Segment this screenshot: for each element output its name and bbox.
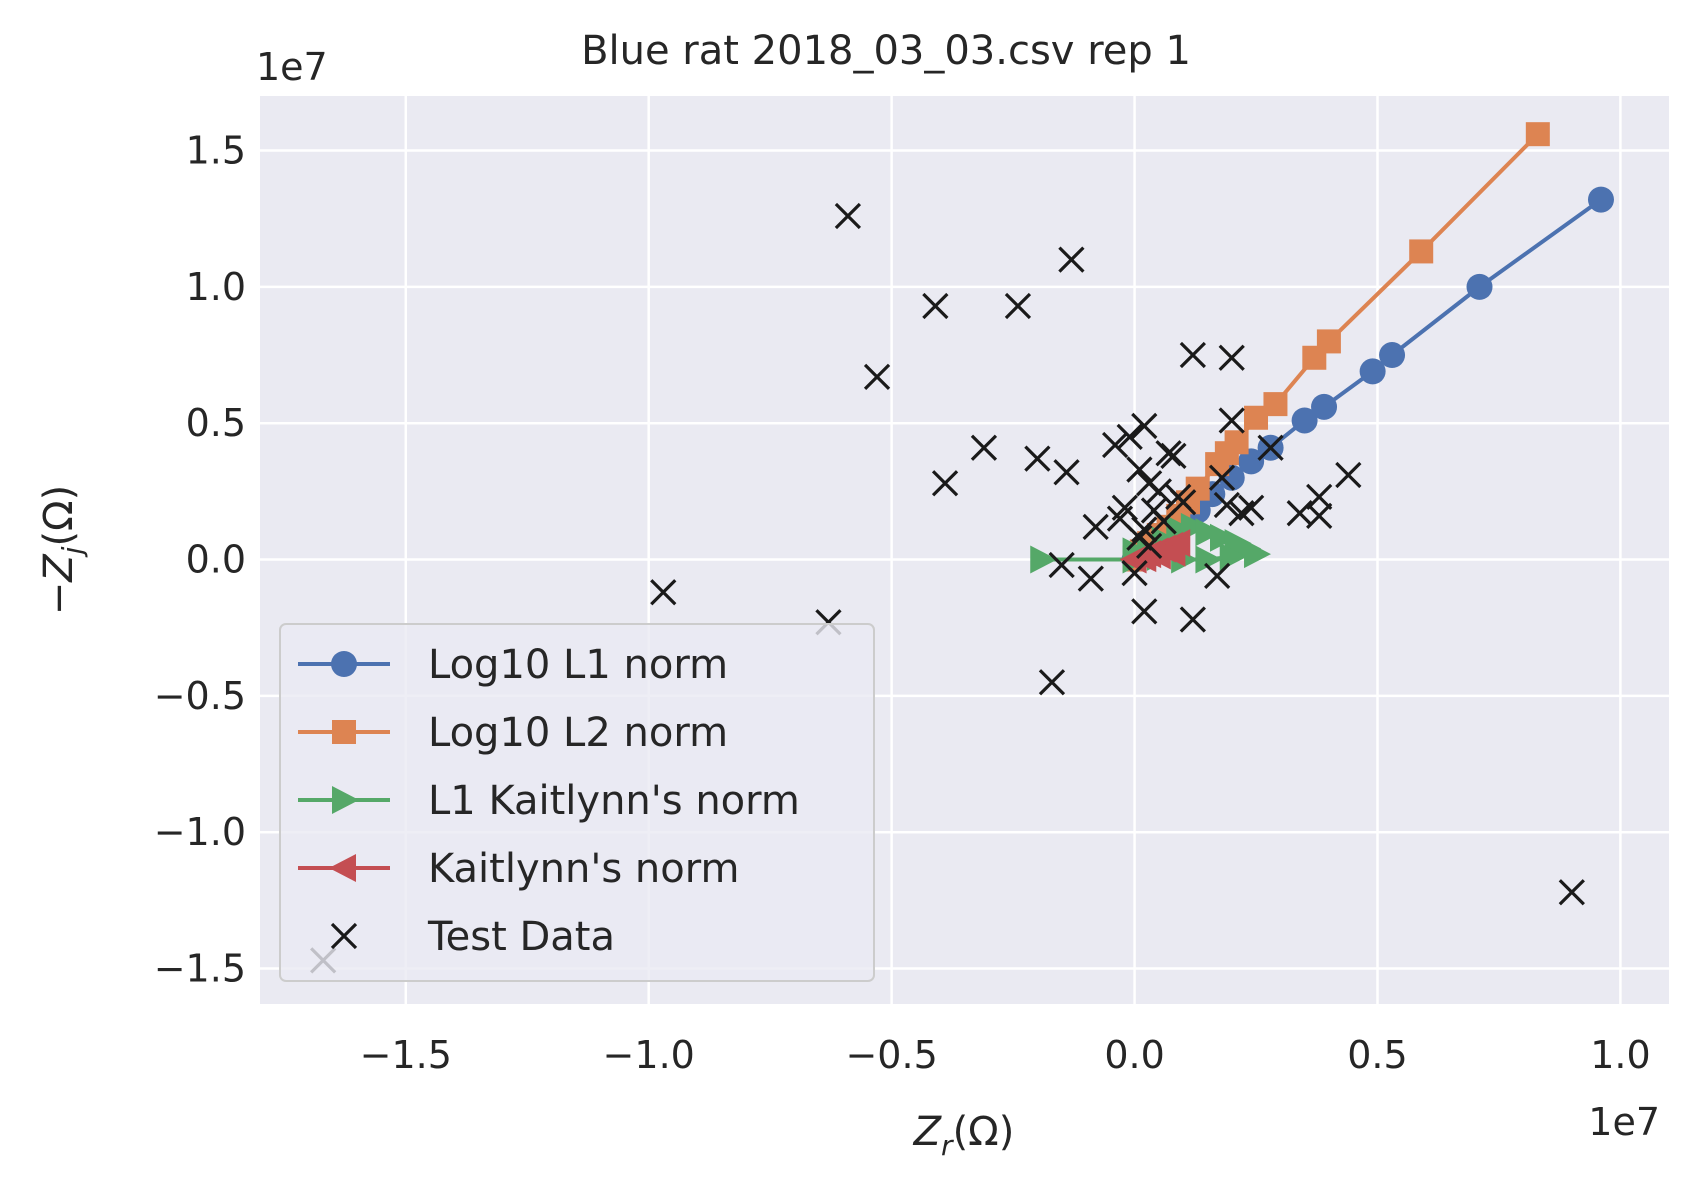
data-point [1210, 523, 1238, 552]
test-data-point [1131, 598, 1158, 625]
data-point [1195, 545, 1223, 574]
legend-label: Log10 L2 norm [428, 710, 728, 756]
legend-item: Log10 L1 norm [298, 642, 728, 688]
data-point [1195, 518, 1223, 547]
test-data-point [1048, 551, 1075, 579]
test-data-point [1004, 292, 1032, 320]
data-point [1158, 538, 1186, 567]
x-tick-label: 0.5 [1347, 1033, 1407, 1077]
test-data-point [922, 292, 949, 320]
test-data-point [1077, 565, 1104, 592]
data-point [1359, 358, 1386, 385]
test-data-point [1053, 459, 1080, 486]
tick-labels: −1.5 −1.0 −0.5 0.0 0.5 1.0 −1.5 −1.0 −0.5 0.0 0.5 1… [154, 129, 1651, 1077]
test-data-point [1218, 407, 1245, 434]
x-tick-label: −1.0 [603, 1033, 695, 1077]
data-point [1219, 542, 1247, 571]
data-point [1311, 393, 1338, 420]
data-point [1316, 329, 1341, 354]
y-tick-label: −0.5 [154, 674, 246, 718]
test-data-point [834, 202, 862, 230]
test-data-point [1126, 456, 1153, 483]
test-data-point [1038, 669, 1066, 696]
data-point [1224, 430, 1249, 455]
legend-label: Kaitlynn's norm [428, 846, 739, 892]
legend-label: Test Data [427, 914, 615, 960]
test-data-point [1228, 500, 1255, 527]
y-tick-label: 1.5 [186, 129, 246, 173]
test-data-point [1306, 483, 1333, 510]
x-tick-label: 1.0 [1590, 1033, 1650, 1077]
test-data-point [1135, 532, 1163, 560]
x-tick-label: 0.0 [1104, 1033, 1164, 1077]
y-axis-title: −Zj(Ω) [36, 485, 89, 615]
legend-item: Kaitlynn's norm [298, 846, 739, 892]
test-data-point [1335, 461, 1362, 489]
legend-marker [331, 651, 357, 677]
test-data-point [1204, 562, 1231, 590]
test-data-point [1131, 516, 1158, 543]
test-data-point [970, 434, 998, 461]
legend-box [279, 623, 875, 982]
legend-label: Log10 L1 norm [428, 642, 728, 688]
test-data-point [1218, 344, 1245, 371]
data-point [1379, 342, 1406, 369]
data-point [1466, 273, 1493, 300]
test-data-point [1306, 502, 1333, 530]
test-data-point [1150, 508, 1177, 535]
test-data-point [1257, 434, 1284, 461]
y-tick-label: 1.0 [186, 265, 246, 309]
legend-marker [332, 786, 359, 814]
test-data-point [1179, 606, 1206, 633]
legend-marker [329, 854, 356, 882]
test-data-point [1208, 464, 1236, 491]
legend-item: Test Data [330, 914, 615, 960]
test-data-point [1179, 341, 1206, 369]
y-tick-label: 0.0 [186, 538, 246, 582]
data-point [1030, 545, 1058, 574]
test-data-point [1165, 483, 1192, 510]
x-axis-title: Zr(Ω) [913, 1109, 1015, 1162]
y-tick-label: −1.5 [154, 947, 246, 991]
test-data-point [1024, 445, 1051, 472]
data-point [1525, 122, 1550, 147]
test-data-point [1213, 491, 1241, 519]
y-tick-label: −1.0 [154, 810, 246, 854]
chart-title: Blue rat 2018_03_03.csv rep 1 [581, 28, 1191, 74]
test-data-point [1131, 412, 1158, 440]
data-point [1409, 239, 1434, 264]
test-data-point [1101, 431, 1129, 459]
legend: Log10 L1 norm Log10 L2 norm L1 Kaitlynn's … [279, 623, 875, 982]
legend-item: Log10 L2 norm [298, 710, 728, 756]
x-tick-label: −1.5 [360, 1033, 452, 1077]
data-point [1587, 186, 1614, 213]
data-point [1291, 407, 1318, 434]
series-layer [310, 122, 1614, 974]
data-point [1263, 392, 1288, 417]
test-data-point [1116, 423, 1143, 450]
test-data-point [650, 579, 677, 606]
series-5 [310, 202, 1585, 974]
x-offset-label: 1e7 [1588, 1100, 1660, 1144]
data-point [1129, 544, 1157, 573]
y-tick-label: 0.5 [186, 401, 246, 445]
test-data-point [1160, 442, 1187, 470]
test-data-point [1082, 513, 1109, 540]
legend-item: L1 Kaitlynn's norm [298, 778, 800, 824]
data-point [1244, 540, 1272, 569]
x-tick-label: −0.5 [845, 1033, 937, 1077]
legend-marker [332, 720, 356, 744]
y-offset-label: 1e7 [256, 45, 328, 89]
data-point [1238, 448, 1265, 475]
test-data-point [1121, 560, 1148, 587]
test-data-point [1558, 879, 1585, 906]
test-data-point [931, 470, 959, 497]
test-data-point [863, 363, 891, 390]
legend-label: L1 Kaitlynn's norm [428, 778, 800, 824]
test-data-point [1058, 246, 1085, 273]
legend-marker [330, 922, 358, 950]
